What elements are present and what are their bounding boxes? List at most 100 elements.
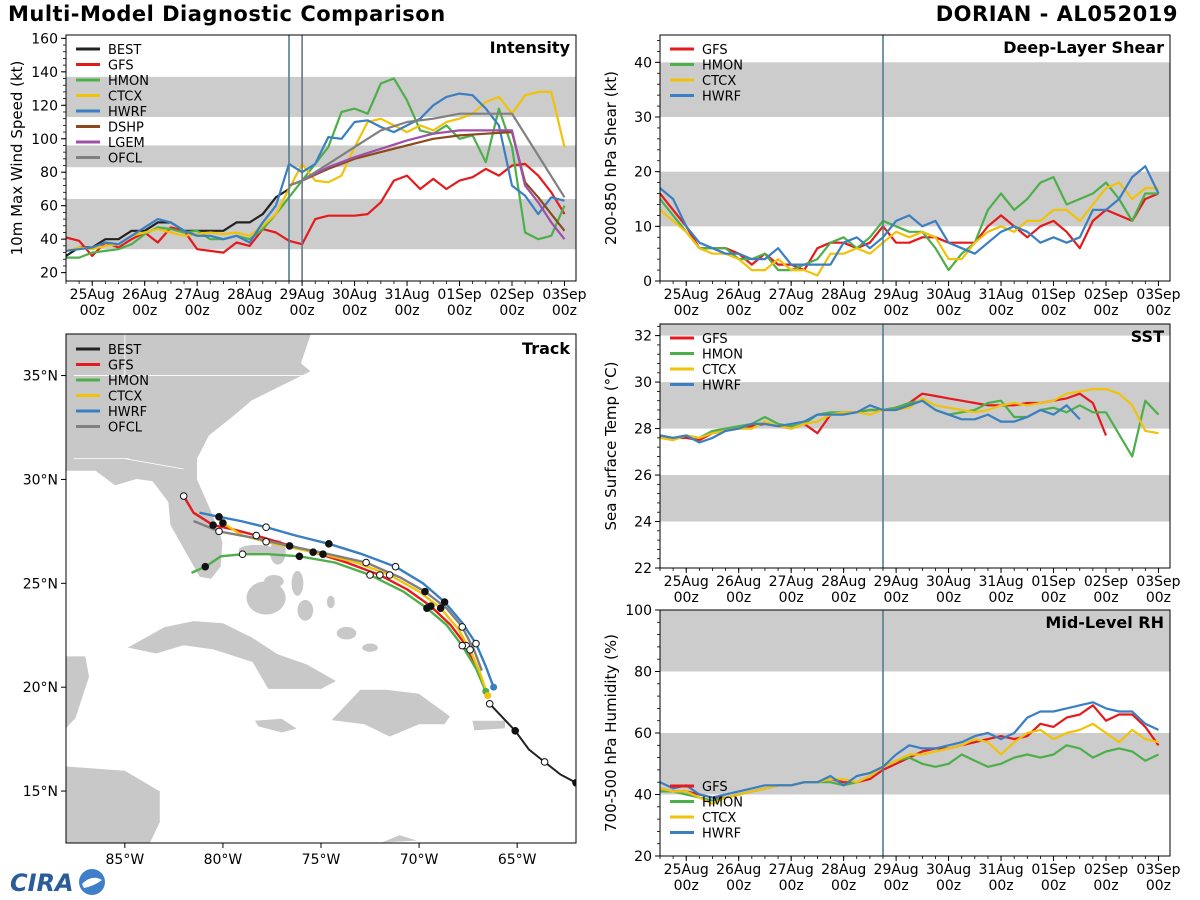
intensity-legend-label: BEST xyxy=(108,43,141,58)
shear-legend-label: HMON xyxy=(702,59,743,74)
track-y-tick-label: 25°N xyxy=(23,576,58,592)
land-north-america xyxy=(66,334,312,580)
rh-x-tick-hour: 00z xyxy=(884,878,909,894)
track-legend-label: BEST xyxy=(108,343,141,358)
sst-x-tick-hour: 00z xyxy=(1041,590,1066,606)
rh-x-tick-date: 03Sep xyxy=(1136,862,1180,878)
track-series-gfs xyxy=(182,495,487,692)
track-marker xyxy=(285,542,294,550)
sst-x-tick-hour: 00z xyxy=(1093,590,1118,606)
sst-shaded-band xyxy=(660,324,1170,336)
track-marker xyxy=(252,531,261,540)
rh-y-tick-label: 80 xyxy=(634,665,652,681)
track-legend-label: HWRF xyxy=(108,405,147,420)
track-series-hmon xyxy=(191,553,487,692)
rh-y-tick-label: 40 xyxy=(634,788,652,804)
track-marker xyxy=(485,700,494,708)
track-y-tick-label: 20°N xyxy=(23,680,58,696)
track-panel-title: Track xyxy=(522,339,570,358)
shear-x-tick-date: 03Sep xyxy=(1136,287,1180,303)
track-series-hwrf xyxy=(199,511,495,688)
shear-legend-label: HWRF xyxy=(702,90,741,105)
intensity-legend-label: HWRF xyxy=(108,105,147,120)
intensity-x-tick-date: 01Sep xyxy=(437,287,481,303)
track-marker xyxy=(385,571,394,579)
track-legend-label: CTCX xyxy=(108,390,142,405)
track-marker xyxy=(309,548,317,556)
track-marker xyxy=(215,513,223,521)
intensity-x-tick-hour: 00z xyxy=(80,303,105,319)
intensity-shaded-band xyxy=(66,199,576,250)
shear-x-tick-hour: 00z xyxy=(831,303,856,319)
intensity-series-gfs xyxy=(66,162,566,257)
track-x-tick-label: 75°W xyxy=(302,852,341,868)
track-legend-label: HMON xyxy=(108,374,149,389)
sst-frame xyxy=(659,323,1171,569)
shear-x-tick-hour: 00z xyxy=(884,303,909,319)
shear-y-tick-label: 20 xyxy=(634,165,652,181)
sst-y-tick-label: 32 xyxy=(634,329,652,345)
shear-x-tick-date: 01Sep xyxy=(1031,287,1075,303)
sst-x-tick-hour: 00z xyxy=(779,590,804,606)
intensity-series-lgem xyxy=(288,129,566,240)
sst-panel: 22242628303225Aug00z26Aug00z27Aug00z28Au… xyxy=(602,323,1181,606)
track-marker xyxy=(366,571,374,579)
track-start-marker xyxy=(484,691,492,699)
rh-x-tick-hour: 00z xyxy=(936,878,961,894)
track-marker xyxy=(238,550,247,559)
shear-x-tick-date: 29Aug xyxy=(874,287,919,303)
intensity-legend-label: CTCX xyxy=(108,90,142,105)
shear-legend-label: CTCX xyxy=(702,74,736,89)
land-bahamas-island xyxy=(297,599,314,621)
shear-x-tick-hour: 00z xyxy=(674,303,699,319)
track-marker xyxy=(511,727,519,735)
intensity-y-tick-label: 80 xyxy=(40,165,58,181)
shear-x-tick-date: 02Sep xyxy=(1084,287,1128,303)
intensity-legend-label: OFCL xyxy=(108,152,143,167)
intensity-x-tick-hour: 00z xyxy=(342,303,367,319)
rh-panel: 2040608010025Aug00z26Aug00z27Aug00z28Aug… xyxy=(602,603,1181,894)
shear-series-hmon xyxy=(660,176,1159,272)
rh-y-axis-label: 700-500 hPa Humidity (%) xyxy=(602,634,620,832)
intensity-series-ctcx xyxy=(66,90,566,252)
rh-x-tick-hour: 00z xyxy=(726,878,751,894)
shear-shaded-band xyxy=(660,62,1170,117)
rh-x-tick-hour: 00z xyxy=(1093,878,1118,894)
track-legend-label: OFCL xyxy=(108,421,143,436)
track-marker xyxy=(423,604,431,613)
track-y-tick-label: 35°N xyxy=(23,369,58,385)
shear-series-ctcx xyxy=(660,181,1159,277)
intensity-x-tick-hour: 00z xyxy=(185,303,210,319)
rh-legend-label: HWRF xyxy=(702,827,741,842)
land-bahamas-island xyxy=(362,643,378,652)
intensity-series-hwrf xyxy=(66,92,565,252)
intensity-frame xyxy=(65,34,577,282)
shear-x-tick-hour: 00z xyxy=(936,303,961,319)
track-marker xyxy=(391,562,400,571)
sst-x-tick-date: 31Aug xyxy=(978,574,1023,590)
sst-x-tick-hour: 00z xyxy=(831,590,856,606)
rh-series-hwrf xyxy=(660,701,1159,799)
sst-x-tick-hour: 00z xyxy=(936,590,961,606)
sst-y-tick-label: 22 xyxy=(634,561,652,577)
track-marker xyxy=(201,562,210,571)
track-marker xyxy=(219,519,227,527)
intensity-x-tick-hour: 00z xyxy=(394,303,419,319)
rh-x-tick-date: 02Sep xyxy=(1084,862,1128,878)
shear-series-hwrf xyxy=(660,165,1160,266)
land-bahamas-island xyxy=(246,581,286,615)
shear-legend-label: GFS xyxy=(702,43,728,58)
track-marker xyxy=(472,639,480,648)
land-jamaica xyxy=(253,717,299,734)
shear-x-tick-date: 30Aug xyxy=(926,287,971,303)
rh-x-tick-date: 30Aug xyxy=(926,862,971,878)
rh-x-tick-date: 28Aug xyxy=(821,862,866,878)
intensity-x-tick-date: 26Aug xyxy=(122,287,167,303)
sst-x-tick-date: 28Aug xyxy=(821,574,866,590)
sst-x-tick-date: 02Sep xyxy=(1084,574,1128,590)
track-marker xyxy=(458,641,467,650)
intensity-y-tick-label: 140 xyxy=(31,65,58,81)
intensity-y-tick-label: 60 xyxy=(40,199,58,215)
shear-x-tick-hour: 00z xyxy=(1041,303,1066,319)
sst-panel-title: SST xyxy=(1131,327,1164,346)
